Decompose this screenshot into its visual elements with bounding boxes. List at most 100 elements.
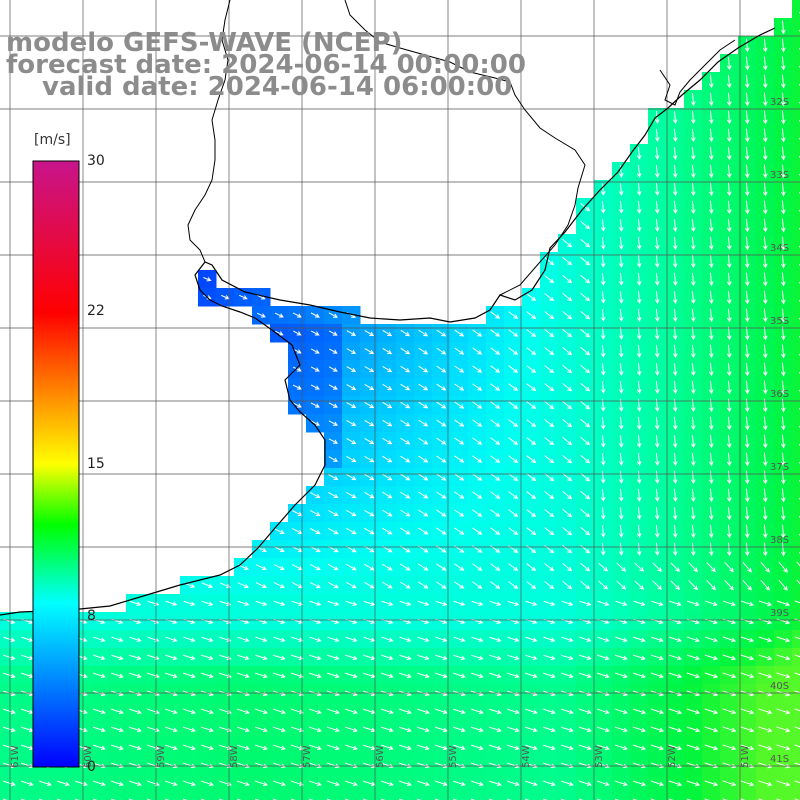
wind-arrow <box>418 581 429 589</box>
wind-arrow <box>363 636 376 643</box>
wind-arrow <box>580 454 591 464</box>
wind-arrow <box>489 726 502 733</box>
wind-arrow <box>416 726 430 733</box>
wind-arrow <box>708 380 714 395</box>
wind-arrow <box>580 238 591 248</box>
wind-arrow <box>780 38 786 53</box>
wind-arrow <box>328 420 338 426</box>
wind-arrow <box>526 365 537 374</box>
wind-arrow <box>544 491 555 500</box>
wind-arrow <box>708 434 714 449</box>
wind-arrow <box>758 726 773 733</box>
wind-arrow <box>690 488 696 503</box>
wind-arrow <box>200 726 214 733</box>
wind-arrow <box>435 600 448 606</box>
wind-arrow <box>382 419 393 427</box>
wind-arrow <box>507 780 520 787</box>
wind-arrow <box>399 654 412 661</box>
wind-arrow <box>344 672 358 679</box>
wind-arrow <box>255 564 267 571</box>
wind-arrow <box>382 491 393 499</box>
wind-arrow <box>780 452 786 467</box>
wind-arrow <box>255 636 268 643</box>
wind-arrow <box>597 600 610 607</box>
wind-arrow <box>650 672 665 679</box>
wind-arrow <box>472 365 483 373</box>
wind-arrow <box>454 491 465 499</box>
lat-label: 38S <box>770 535 789 546</box>
wind-arrow <box>794 726 800 730</box>
wind-arrow <box>544 581 555 590</box>
wind-arrow <box>580 256 591 266</box>
wind-arrow <box>93 654 106 661</box>
wind-cell <box>648 792 667 800</box>
wind-cell <box>252 792 271 800</box>
wind-arrow <box>633 636 646 643</box>
wind-cell <box>792 738 800 757</box>
wind-arrow <box>776 762 791 769</box>
lat-label: 36S <box>770 389 789 400</box>
wind-cell <box>792 324 800 343</box>
wind-arrow <box>600 219 606 232</box>
wind-arrow <box>758 780 773 787</box>
wind-arrow <box>200 708 214 715</box>
wind-arrow <box>762 452 768 467</box>
wind-arrow <box>762 254 768 269</box>
model-title: modelo GEFS-WAVE (NCEP) <box>6 28 403 58</box>
wind-arrow <box>726 488 732 503</box>
wind-arrow <box>708 92 714 107</box>
wind-arrow <box>111 654 124 661</box>
wind-arrow <box>508 419 519 427</box>
wind-arrow <box>596 744 610 751</box>
wind-arrow <box>128 726 142 733</box>
wind-arrow <box>636 507 642 520</box>
wind-arrow <box>690 470 696 485</box>
wind-arrow <box>418 383 429 391</box>
wind-arrow <box>310 528 321 535</box>
wind-cell <box>414 792 433 800</box>
wind-arrow <box>308 744 322 751</box>
wind-arrow <box>525 744 538 751</box>
wind-arrow <box>618 183 624 196</box>
wind-arrow <box>672 326 678 341</box>
wind-arrow <box>418 563 429 571</box>
wind-arrow <box>110 708 124 715</box>
wind-arrow <box>580 508 591 518</box>
wind-arrow <box>618 417 624 430</box>
wind-arrow <box>672 434 678 449</box>
wind-arrow <box>110 744 124 751</box>
wind-arrow <box>435 636 448 643</box>
wind-arrow <box>724 562 734 573</box>
wind-arrow <box>690 218 696 233</box>
wind-arrow <box>400 383 411 391</box>
wind-arrow <box>363 563 375 571</box>
wind-arrow <box>346 384 357 390</box>
wind-arrow <box>364 455 375 463</box>
wind-arrow <box>453 744 466 751</box>
wind-arrow <box>762 326 768 341</box>
wind-arrow <box>346 420 357 426</box>
wind-cell <box>792 666 800 685</box>
wind-arrow <box>507 708 520 715</box>
wind-arrow <box>346 366 357 372</box>
wind-arrow <box>544 401 555 410</box>
lat-label: 41S <box>770 754 789 765</box>
wind-arrow <box>794 780 800 784</box>
wind-arrow <box>580 274 591 284</box>
wind-arrow <box>453 654 466 661</box>
wind-cell <box>792 360 800 379</box>
wind-arrow <box>237 600 250 606</box>
wind-arrow <box>744 182 750 197</box>
wind-arrow <box>744 326 750 341</box>
wind-arrow <box>650 708 665 715</box>
wind-arrow <box>328 474 339 480</box>
wind-arrow <box>672 470 678 485</box>
wind-cell <box>270 792 289 800</box>
wind-cell <box>0 792 19 800</box>
wind-arrow <box>744 470 750 485</box>
wind-arrow <box>636 435 642 448</box>
wind-arrow <box>634 562 645 572</box>
wind-arrow <box>21 780 34 787</box>
wind-arrow <box>762 362 768 377</box>
wind-arrow <box>690 452 696 467</box>
